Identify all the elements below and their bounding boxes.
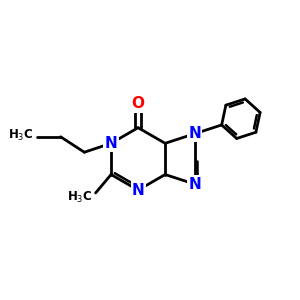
Text: N: N [132, 183, 145, 198]
Text: N: N [105, 136, 118, 151]
Text: N: N [188, 177, 201, 192]
Text: N: N [188, 126, 201, 141]
Text: H$_3$C: H$_3$C [67, 190, 93, 205]
Text: O: O [132, 96, 145, 111]
Text: H$_3$C: H$_3$C [8, 128, 33, 143]
